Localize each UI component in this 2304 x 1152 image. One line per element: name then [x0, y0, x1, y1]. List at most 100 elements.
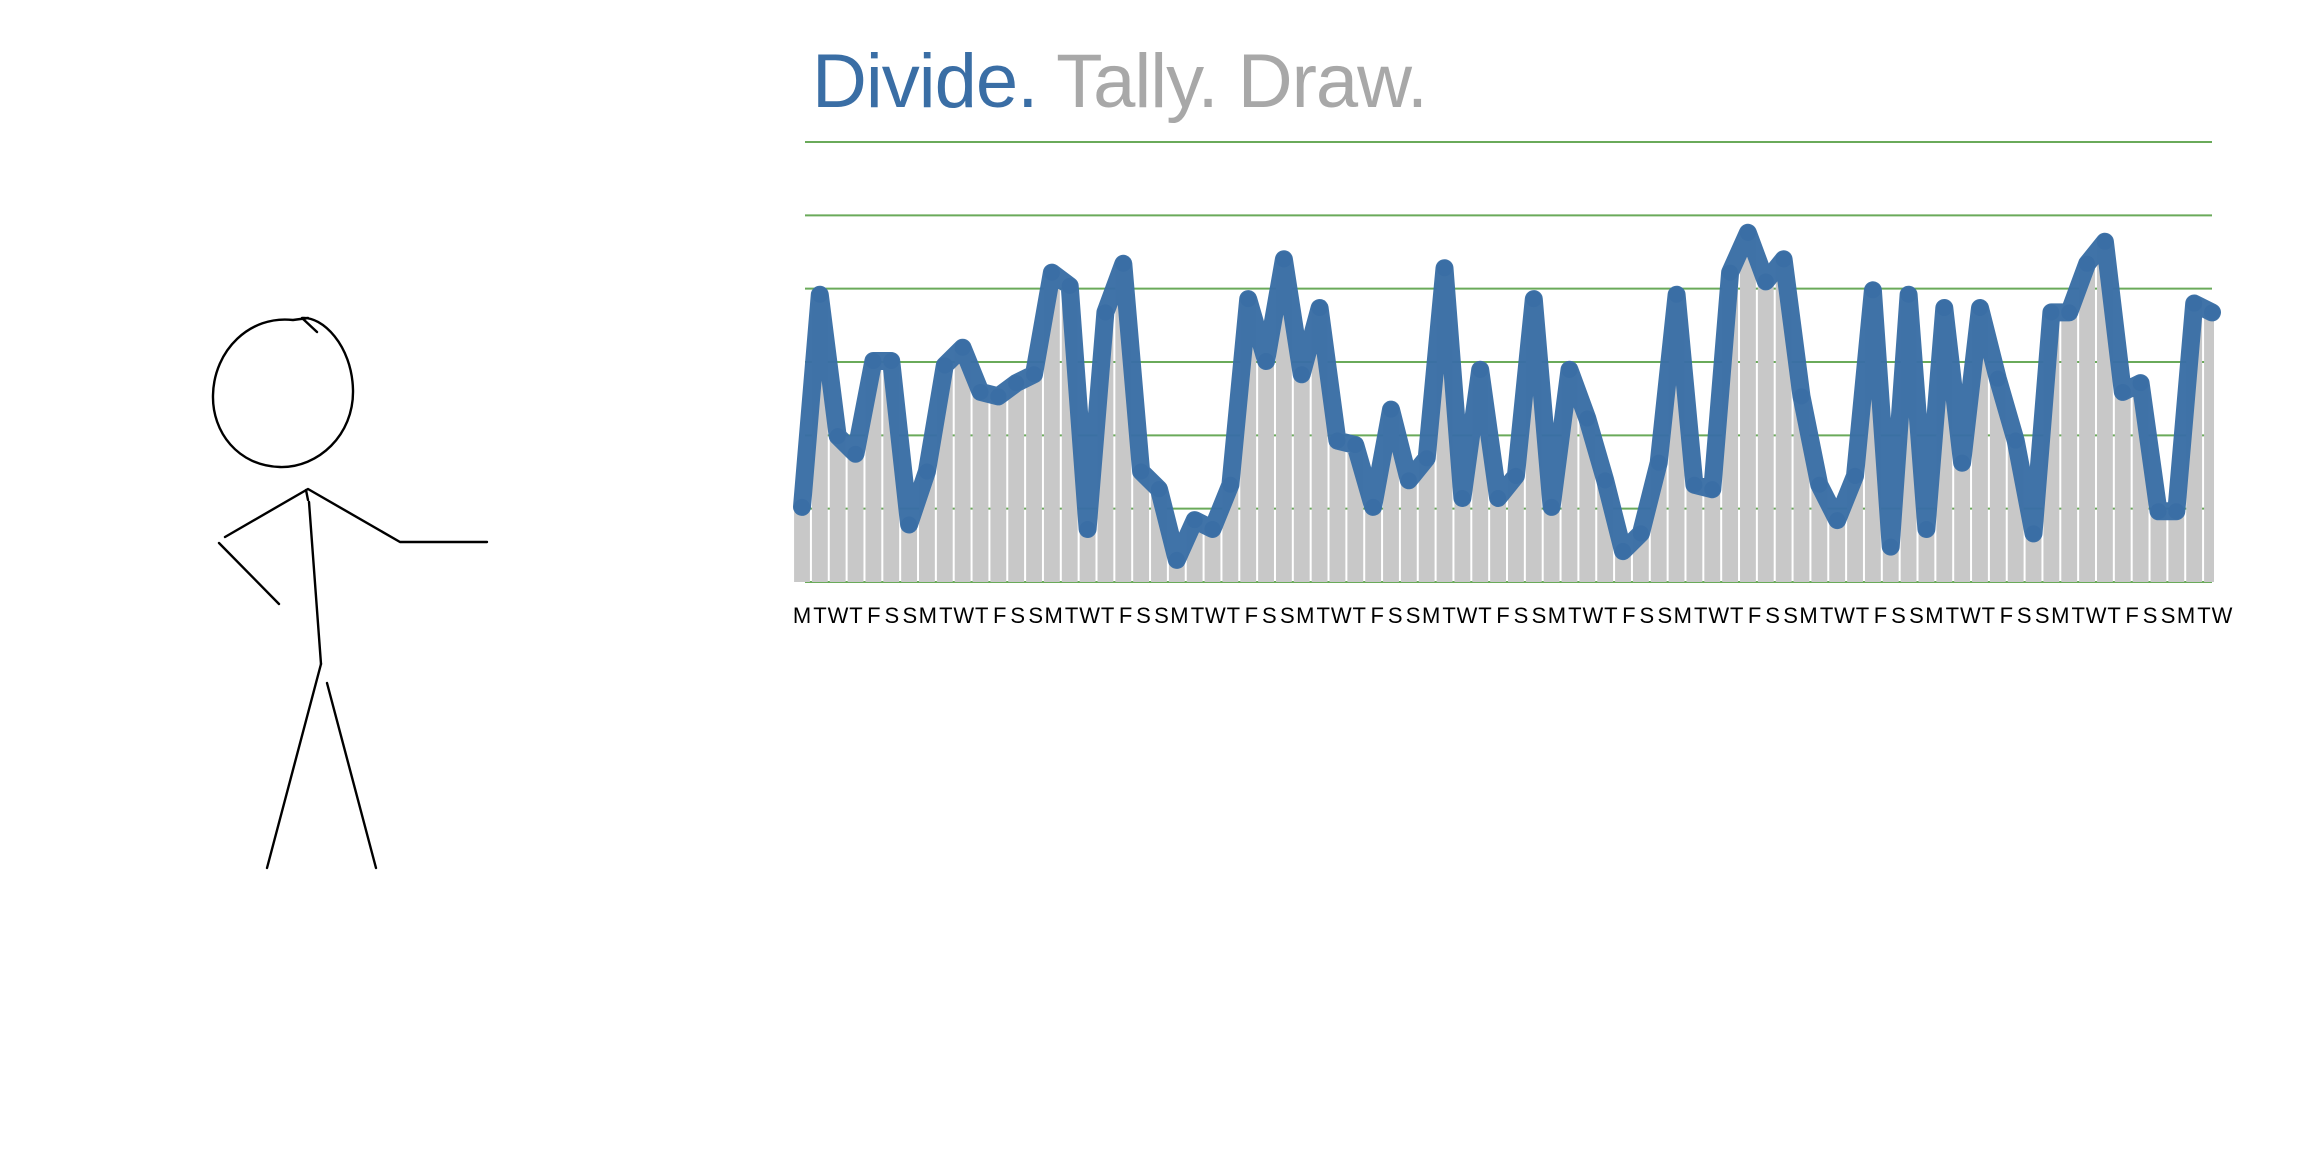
- data-point: [1382, 401, 1399, 418]
- x-tick-label: S: [1154, 603, 1169, 628]
- bar: [2079, 263, 2095, 582]
- data-point: [936, 357, 953, 374]
- data-point: [2168, 503, 2185, 520]
- bar: [2114, 391, 2131, 582]
- data-points: [794, 224, 2220, 568]
- x-tick-label: F: [1496, 603, 1509, 628]
- x-tick-label: T: [849, 603, 862, 628]
- x-tick-label: T: [2107, 603, 2120, 628]
- data-point: [1971, 299, 1988, 316]
- bar: [1043, 272, 1060, 582]
- x-tick-label: T: [975, 603, 988, 628]
- data-point: [865, 353, 882, 369]
- x-tick-label: T: [1065, 603, 1078, 628]
- bar: [1365, 506, 1382, 582]
- data-point: [847, 445, 864, 462]
- x-tick-label: S: [885, 603, 900, 628]
- data-point: [1204, 520, 1221, 537]
- x-tick-label: S: [1028, 603, 1043, 628]
- data-point: [1847, 467, 1864, 484]
- bar: [1740, 232, 1756, 582]
- data-point: [1775, 251, 1792, 268]
- data-point: [1757, 273, 1774, 290]
- data-point: [1864, 282, 1881, 299]
- x-tick-label: M: [1296, 603, 1314, 628]
- data-point: [1900, 286, 1917, 303]
- x-tick-label: S: [2161, 603, 2176, 628]
- x-tick-label: M: [1799, 603, 1817, 628]
- x-tick-label: T: [1568, 603, 1581, 628]
- x-tick-label: S: [1783, 603, 1798, 628]
- x-tick-label: M: [1044, 603, 1062, 628]
- data-point: [1347, 436, 1364, 453]
- bar: [1204, 528, 1221, 582]
- data-point: [794, 498, 810, 515]
- data-point: [1150, 481, 1167, 498]
- bar: [847, 453, 864, 582]
- data-point: [1686, 476, 1703, 493]
- x-tick-label: W: [1708, 603, 1729, 628]
- stick-figure-left-forearm: [217, 541, 281, 606]
- data-point: [1954, 454, 1971, 471]
- x-tick-label: W: [1331, 603, 1352, 628]
- x-tick-label: S: [1532, 603, 1547, 628]
- x-tick-label: F: [1245, 603, 1258, 628]
- data-point: [883, 353, 900, 369]
- x-tick-label: S: [2143, 603, 2158, 628]
- data-point: [2186, 295, 2203, 312]
- bar: [990, 396, 1007, 582]
- data-point: [1400, 472, 1417, 489]
- x-tick-label: F: [1622, 603, 1635, 628]
- data-point: [1043, 264, 1060, 281]
- bar: [1026, 374, 1042, 582]
- data-point: [954, 339, 971, 356]
- stick-figure-head: [211, 316, 355, 469]
- data-point: [1133, 463, 1150, 480]
- bar: [1918, 528, 1935, 582]
- x-tick-label: S: [2035, 603, 2050, 628]
- x-tick-label: T: [1227, 603, 1240, 628]
- data-point: [990, 388, 1007, 405]
- x-tick-label: M: [1422, 603, 1440, 628]
- data-point: [1722, 264, 1739, 281]
- x-tick-label: T: [1982, 603, 1995, 628]
- x-tick-label: W: [2086, 603, 2107, 628]
- data-point: [1507, 467, 1524, 484]
- data-point: [1311, 299, 1328, 316]
- x-tick-label: W: [1457, 603, 1478, 628]
- data-point: [1739, 224, 1756, 241]
- x-tick-label: T: [1191, 603, 1204, 628]
- data-point: [1168, 551, 1185, 568]
- data-point: [1650, 454, 1667, 471]
- data-point: [1525, 291, 1542, 308]
- data-point: [2043, 304, 2060, 321]
- x-tick-label: S: [1657, 603, 1672, 628]
- x-tick-label: T: [2197, 603, 2210, 628]
- stick-figure-body: [307, 500, 323, 666]
- x-tick-label: F: [2125, 603, 2138, 628]
- data-point: [2114, 383, 2131, 400]
- bar: [1686, 484, 1703, 582]
- x-tick-label: S: [2017, 603, 2032, 628]
- x-tick-label: W: [1079, 603, 1100, 628]
- x-tick-label: T: [1101, 603, 1114, 628]
- data-point: [1115, 255, 1132, 272]
- bar: [1490, 498, 1506, 582]
- x-tick-label: S: [1010, 603, 1025, 628]
- x-tick-label: S: [1765, 603, 1780, 628]
- data-point: [1615, 543, 1632, 560]
- data-point: [1186, 512, 1203, 529]
- data-point: [1418, 450, 1435, 467]
- data-point: [1668, 286, 1685, 303]
- data-point: [1793, 388, 1810, 405]
- data-point: [1275, 251, 1292, 268]
- data-point: [1293, 366, 1310, 383]
- data-point: [1222, 476, 1239, 493]
- x-tick-label: T: [1730, 603, 1743, 628]
- data-point: [2096, 233, 2113, 250]
- x-tick-label: W: [1960, 603, 1981, 628]
- data-point: [2132, 375, 2149, 392]
- data-point: [829, 428, 846, 445]
